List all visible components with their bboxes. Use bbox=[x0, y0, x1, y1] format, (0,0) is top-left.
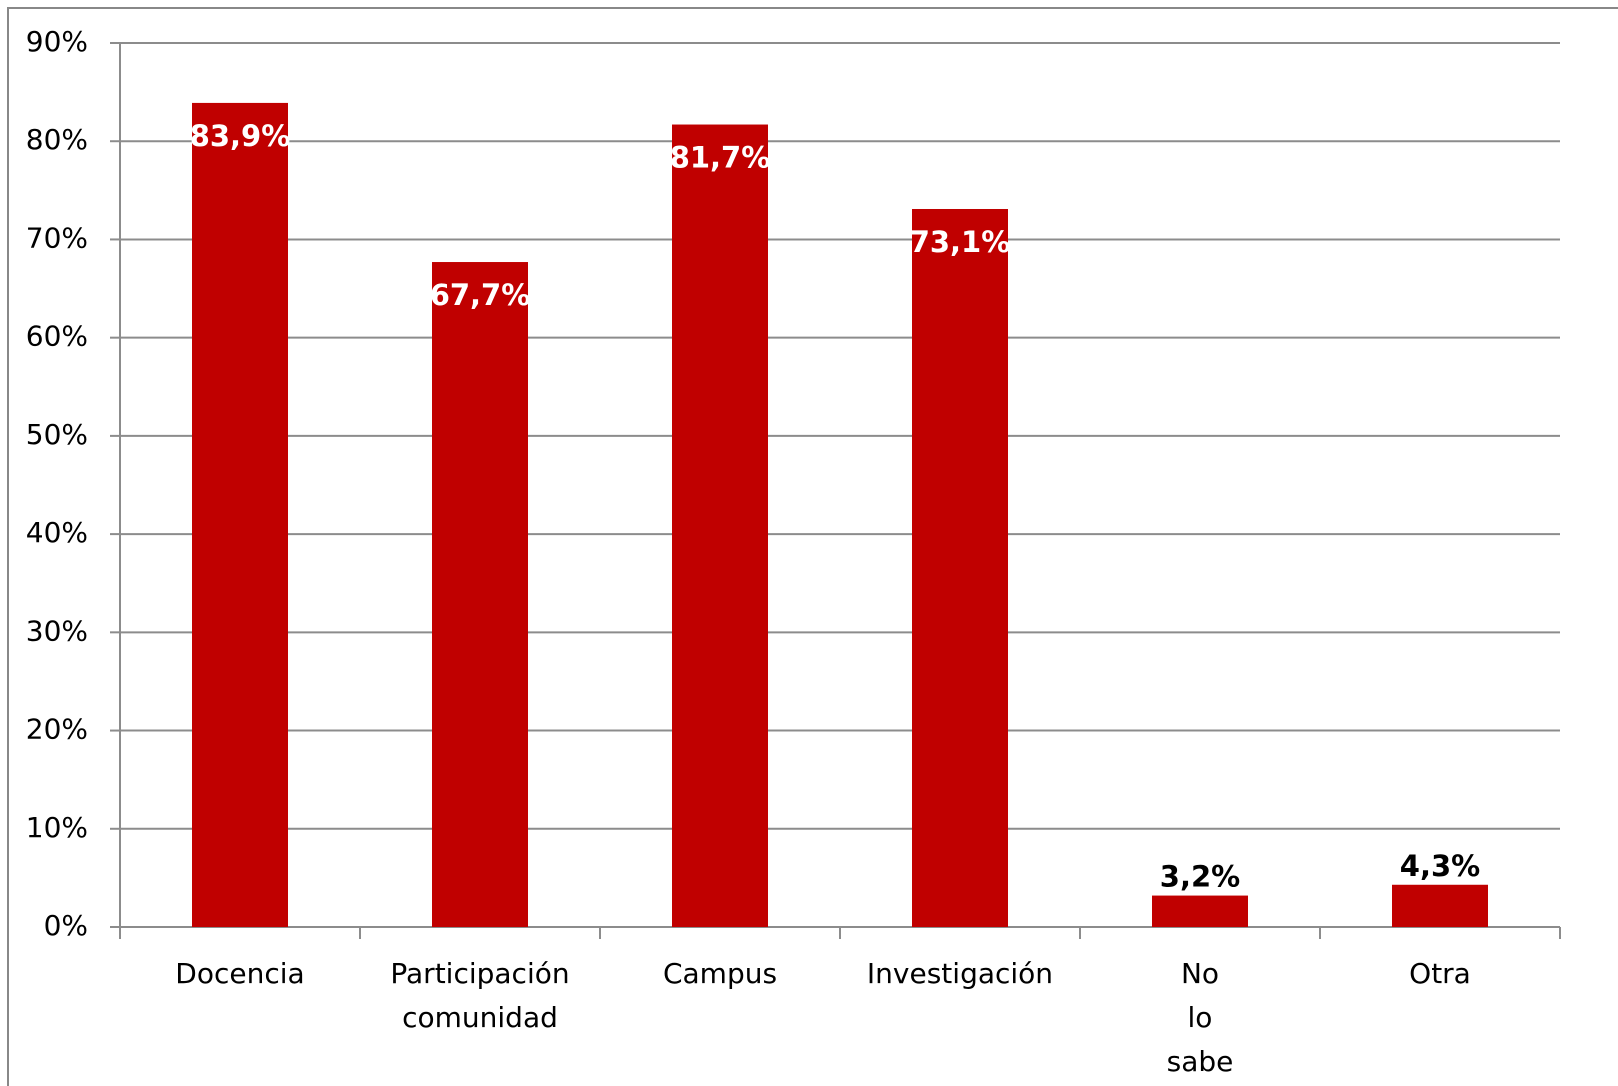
x-tick-label: No lo sabe bbox=[1167, 957, 1234, 1078]
y-tick-label: 30% bbox=[26, 614, 88, 647]
data-label: 4,3% bbox=[1400, 849, 1480, 883]
data-label: 81,7% bbox=[670, 141, 771, 175]
bar bbox=[672, 124, 768, 928]
y-tick-label: 80% bbox=[26, 123, 88, 156]
data-label: 83,9% bbox=[190, 119, 291, 153]
x-tick-label: Campus bbox=[663, 957, 777, 990]
y-tick-label: 60% bbox=[26, 320, 88, 353]
y-tick-label: 70% bbox=[26, 221, 88, 254]
y-tick-label: 90% bbox=[26, 25, 88, 58]
x-tick-label: Participación comunidad bbox=[390, 957, 569, 1034]
bar bbox=[1392, 884, 1488, 927]
data-label: 3,2% bbox=[1160, 860, 1240, 894]
bar bbox=[912, 208, 1008, 928]
y-tick-label: 40% bbox=[26, 516, 88, 549]
x-tick-label: Otra bbox=[1409, 957, 1471, 990]
bar bbox=[432, 262, 528, 928]
data-label: 73,1% bbox=[910, 225, 1011, 259]
y-tick-label: 20% bbox=[26, 713, 88, 746]
bar bbox=[1152, 895, 1248, 927]
y-tick-label: 10% bbox=[26, 811, 88, 844]
bar bbox=[192, 102, 288, 928]
data-label: 67,7% bbox=[430, 278, 531, 312]
y-tick-label: 0% bbox=[44, 909, 88, 942]
x-tick-label: Investigación bbox=[867, 957, 1053, 990]
x-tick-label: Docencia bbox=[175, 957, 304, 990]
y-tick-label: 50% bbox=[26, 418, 88, 451]
